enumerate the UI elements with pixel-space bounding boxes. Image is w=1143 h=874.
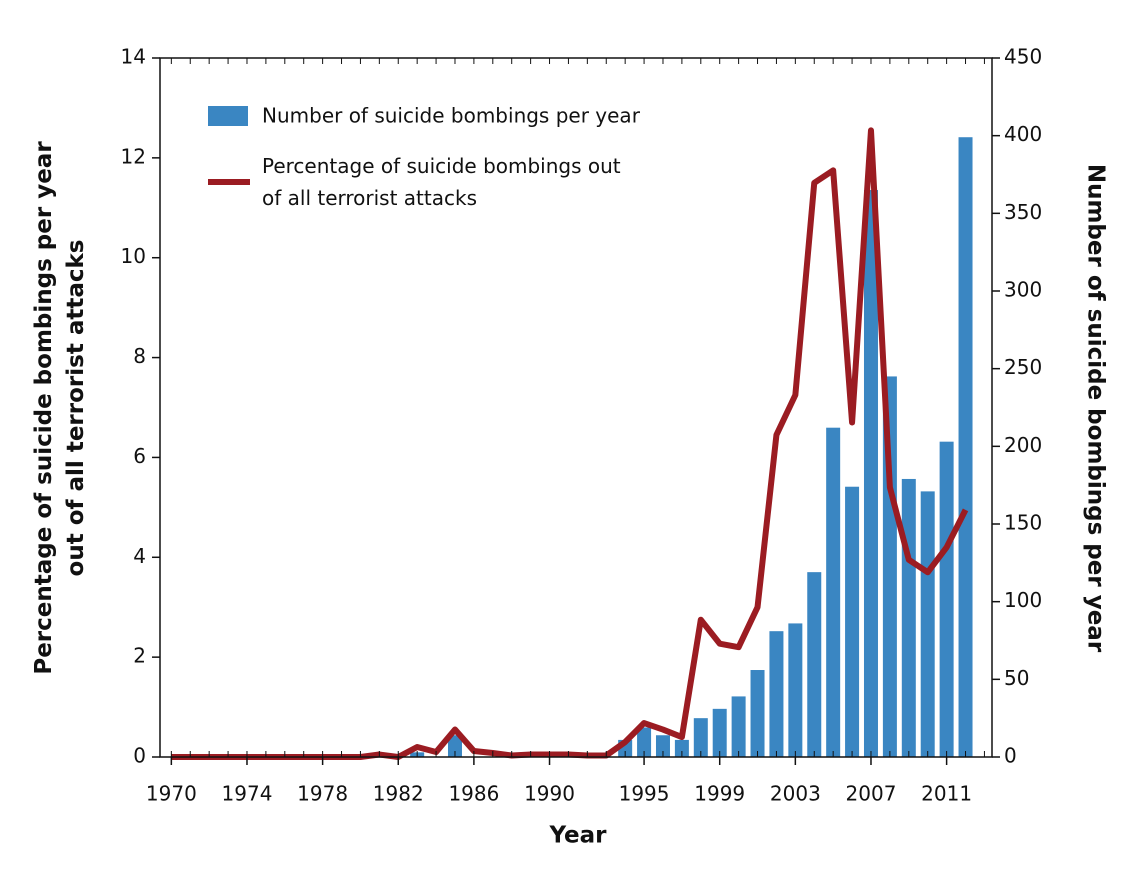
bar <box>693 718 708 757</box>
spacer <box>0 0 1 1</box>
x-tick-label: 1982 <box>373 782 424 806</box>
legend-swatch <box>208 106 248 126</box>
x-tick-label: 1986 <box>448 782 499 806</box>
bar <box>674 739 689 757</box>
y-tick-label: 8 <box>133 344 146 368</box>
x-tick-label: 1990 <box>524 782 575 806</box>
bar <box>845 486 860 757</box>
y-tick-label: 6 <box>133 444 146 468</box>
y2-axis-label: Number of suicide bombings per year <box>1083 164 1109 653</box>
bar <box>769 631 784 757</box>
x-tick-label: 1974 <box>222 782 273 806</box>
bar <box>863 190 878 758</box>
y2-tick-label: 100 <box>1004 588 1042 612</box>
bar <box>958 137 973 758</box>
legend-label: Percentage of suicide bombings out of all… <box>262 154 621 210</box>
bar <box>731 696 746 757</box>
y-tick-label: 0 <box>133 744 146 768</box>
y2-tick-label: 0 <box>1004 744 1017 768</box>
y2-tick-label: 450 <box>1004 45 1042 69</box>
y-tick-label: 14 <box>121 45 146 69</box>
y2-tick-label: 150 <box>1004 511 1042 535</box>
bar <box>712 708 727 757</box>
y-tick-label: 10 <box>121 244 146 268</box>
y2-tick-label: 250 <box>1004 355 1042 379</box>
legend-label: Number of suicide bombings per year <box>262 104 641 128</box>
x-tick-label: 1995 <box>619 782 670 806</box>
y-axis-label: Percentage of suicide bombings per year o… <box>30 141 88 675</box>
y2-tick-label: 350 <box>1004 200 1042 224</box>
y2-tick-label: 400 <box>1004 122 1042 146</box>
bar <box>901 478 916 757</box>
y2-tick-label: 50 <box>1004 666 1029 690</box>
x-tick-label: 1978 <box>297 782 348 806</box>
x-tick-label: 2003 <box>770 782 821 806</box>
bar <box>637 727 652 757</box>
y-tick-label: 4 <box>133 544 146 568</box>
bar <box>807 572 822 757</box>
y-tick-label: 2 <box>133 644 146 668</box>
bar <box>939 441 954 757</box>
bar <box>655 735 670 757</box>
bar <box>826 427 841 757</box>
x-axis-label: Year <box>548 823 607 849</box>
y2-tick-label: 200 <box>1004 433 1042 457</box>
bar <box>788 623 803 757</box>
x-tick-label: 2011 <box>921 782 972 806</box>
bar <box>447 735 462 757</box>
x-tick-label: 1970 <box>146 782 197 806</box>
plot-frame <box>159 57 993 758</box>
x-tick-label: 1999 <box>694 782 745 806</box>
x-tick-label: 2007 <box>846 782 897 806</box>
y-tick-label: 12 <box>121 144 146 168</box>
bar <box>750 670 765 757</box>
bar <box>920 491 935 757</box>
y2-tick-label: 300 <box>1004 278 1042 302</box>
